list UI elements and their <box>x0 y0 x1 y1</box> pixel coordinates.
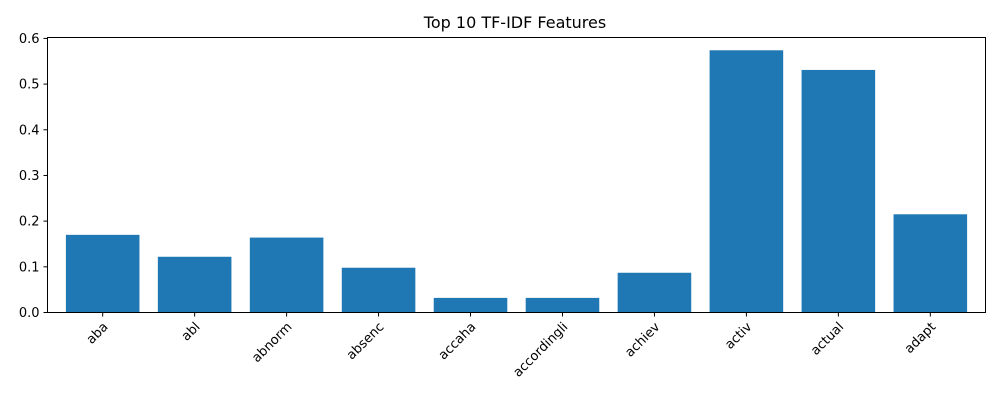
bar-absenc <box>341 267 416 313</box>
x-tick-label: activ <box>722 320 755 353</box>
bar-activ <box>709 50 784 313</box>
x-tick-label: aba <box>84 320 112 348</box>
y-tick-label: 0.3 <box>19 169 40 184</box>
y-tick-label: 0.1 <box>19 260 40 275</box>
x-tick-label: abl <box>179 320 204 345</box>
bar-aba <box>65 234 140 313</box>
x-tick-label: accaha <box>436 320 479 363</box>
bar-accaha <box>433 297 508 313</box>
x-axis: aba abl abnorm absenc accaha accordingli achie… <box>84 312 939 381</box>
x-tick-label: adapt <box>902 320 939 357</box>
plot-frame <box>47 37 986 313</box>
bar-adapt <box>893 214 968 313</box>
y-tick-label: 0.2 <box>19 215 40 230</box>
bar-actual <box>801 69 876 313</box>
x-tick-label: accordingli <box>511 320 572 381</box>
y-axis: 0.0 0.1 0.2 0.3 0.4 0.5 0.6 <box>19 32 48 321</box>
bar-abl <box>157 256 232 313</box>
y-tick-label: 0.6 <box>19 32 40 47</box>
bar-achiev <box>617 272 692 313</box>
bars-group <box>65 50 968 313</box>
x-tick-label: achiev <box>623 320 664 361</box>
x-tick-label: absenc <box>344 320 387 363</box>
y-tick-label: 0.0 <box>19 306 40 321</box>
x-tick-label: actual <box>808 320 847 359</box>
x-tick-label: abnorm <box>249 320 295 366</box>
y-tick-label: 0.4 <box>19 123 40 138</box>
bar-accordingli <box>525 297 600 313</box>
y-tick-label: 0.5 <box>19 78 40 93</box>
bar-abnorm <box>249 237 324 313</box>
chart-title: Top 10 TF-IDF Features <box>423 13 606 32</box>
